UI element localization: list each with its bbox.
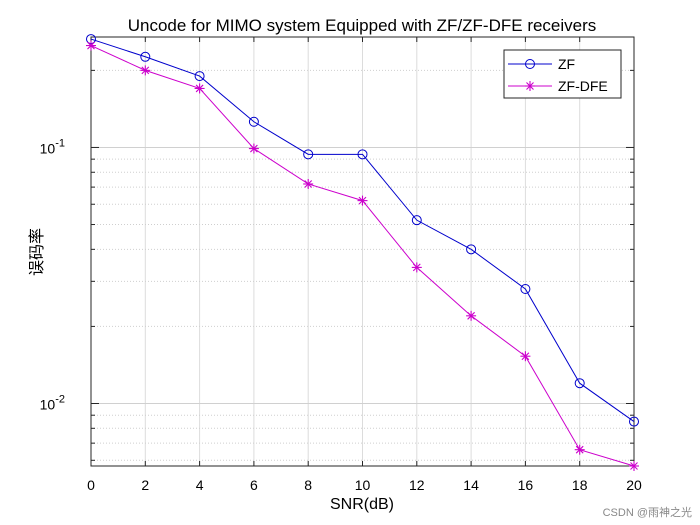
zf-dfe-data-point (520, 351, 531, 362)
asterisk-stroke (250, 144, 258, 153)
asterisk-stroke (412, 263, 421, 272)
zf-dfe-data-point (140, 65, 151, 76)
x-tick-label: 8 (304, 477, 312, 493)
zf-dfe-data-point (466, 310, 477, 321)
asterisk-stroke (358, 196, 367, 205)
zf-data-point (466, 244, 477, 255)
zf-dfe-data-point (411, 262, 422, 273)
x-tick-label: 6 (250, 477, 258, 493)
zf-data-point (574, 378, 585, 389)
legend: ZF ZF-DFE (503, 49, 622, 99)
asterisk-stroke (526, 82, 534, 90)
asterisk-stroke (195, 84, 204, 93)
watermark: CSDN @雨神之光 (603, 505, 692, 519)
zf-data-point (629, 416, 639, 427)
zf-data-point (357, 149, 368, 160)
zf-dfe-data-point (574, 444, 585, 455)
zf-dfe-data-point (357, 195, 368, 206)
asterisk-stroke (521, 352, 530, 361)
zf-dfe-data-point (629, 461, 639, 471)
x-tick-label: 12 (409, 477, 425, 493)
x-tick-label: 18 (572, 477, 588, 493)
y-tick-label: 10-2 (40, 393, 65, 412)
zf-dfe-data-point (86, 40, 96, 51)
series-layer (86, 34, 639, 471)
grid-lines (90, 37, 635, 466)
axis-ticks: 0 2 4 6 8 10 12 14 16 18 20 10-1 10-2 (40, 37, 642, 493)
asterisk-stroke (467, 311, 475, 320)
series-line-zf (90, 38, 635, 422)
asterisk-stroke (630, 462, 638, 470)
asterisk-stroke (87, 41, 95, 50)
legend-marker-zf-dfe (525, 81, 535, 91)
x-tick-label: 14 (463, 477, 479, 493)
asterisk-stroke (304, 180, 313, 188)
legend-label-zf: ZF (558, 56, 575, 72)
legend-box (503, 49, 622, 99)
zf-data-point (248, 116, 259, 127)
zf-data-point (194, 71, 205, 82)
x-tick-label: 10 (355, 477, 371, 493)
x-tick-label: 16 (518, 477, 534, 493)
x-tick-label: 4 (196, 477, 204, 493)
legend-asterisk (525, 81, 535, 91)
y-axis-label: 误码率 (28, 228, 46, 276)
zf-data-point (303, 149, 314, 160)
zf-data-point (411, 215, 422, 226)
x-tick-label: 0 (87, 477, 95, 493)
legend-label-zf-dfe: ZF-DFE (558, 78, 608, 94)
zf-dfe-data-point (303, 178, 314, 189)
x-tick-label: 2 (141, 477, 149, 493)
x-tick-label: 20 (626, 477, 642, 493)
zf-dfe-data-point (194, 83, 205, 94)
y-tick-label: 10-1 (40, 137, 65, 156)
zf-data-point (140, 51, 151, 62)
zf-dfe-data-point (248, 143, 259, 154)
x-axis-label: SNR(dB) (330, 496, 394, 513)
asterisk-stroke (575, 445, 584, 454)
legend-marker-zf (525, 59, 535, 69)
zf-data-point (520, 284, 531, 295)
chart-title: Uncode for MIMO system Equipped with ZF/… (128, 16, 597, 35)
asterisk-stroke (141, 66, 150, 75)
